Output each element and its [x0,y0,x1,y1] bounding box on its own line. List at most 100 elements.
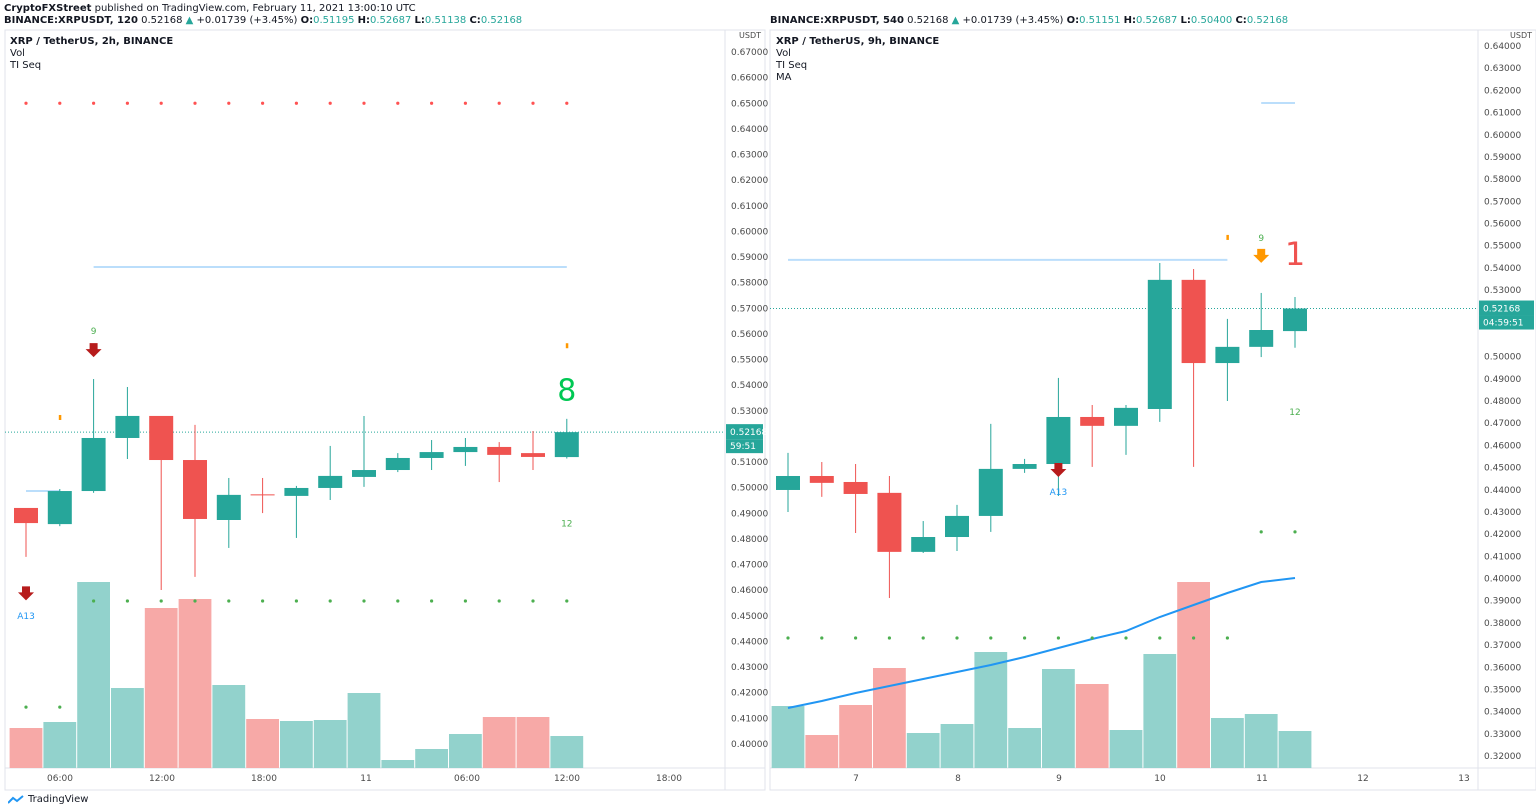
td-dot [193,599,197,603]
candle-body [554,432,579,458]
legend-ti-seq[interactable]: TI Seq [10,60,42,71]
down-arrow-icon [1253,248,1270,263]
price-tick-label: 0.36000 [1484,663,1521,673]
volume-bar [178,599,212,768]
time-tick-label: 18:00 [251,774,277,784]
td-dot [396,599,400,603]
volume-bar [906,733,940,768]
countdown-badge [726,439,763,454]
td-count-label: A13 [1050,488,1068,498]
td-dot [159,599,163,603]
price-tick-label: 0.40000 [731,740,768,750]
low: 0.50400 [1190,15,1233,26]
countdown-badge [1479,315,1534,330]
volume-bar [313,720,347,768]
volume-bar [212,685,246,768]
volume-bar [1109,730,1143,768]
price-tick-label: 0.37000 [1484,641,1521,651]
td-count-label: 1 [1285,235,1305,273]
td-dot [227,599,231,603]
td-dot [1192,636,1196,640]
volume-bar [449,734,482,768]
price-tick-label: 0.44000 [1484,486,1521,496]
price-tick-label: 0.53000 [731,407,768,417]
volume-bar [347,693,381,768]
td-dot [887,636,892,640]
candle-body [47,491,72,525]
td-dot [328,599,332,603]
price-tick-label: 0.66000 [731,74,768,84]
price-tick-label: 0.56000 [1484,220,1521,230]
td-dot [396,101,400,105]
volume-bar [1008,728,1041,768]
price-tick-label: 0.64000 [1484,42,1521,52]
td-dot [193,101,197,105]
price-tick-label: 0.67000 [731,48,768,58]
high: 0.52687 [370,15,412,26]
price-tick-label: 0.34000 [1484,708,1521,718]
volume-bar [974,652,1008,768]
candle-body [1012,464,1037,469]
close: 0.52168 [480,15,523,26]
legend-vol[interactable]: Vol [10,48,25,59]
price-tick-label: 0.35000 [1484,685,1521,695]
price-tick-label: 0.42000 [731,689,768,699]
candle-body [216,494,241,520]
volume-bar [1075,684,1109,768]
legend-title[interactable]: XRP / TetherUS, 9h, BINANCE [776,36,940,47]
candle-body [352,470,376,477]
candle-body [115,415,140,438]
legend-title[interactable]: XRP / TetherUS, 2h, BINANCE [10,36,174,47]
td-dot [1056,636,1060,640]
td-dot [125,599,129,603]
legend-ti-seq[interactable]: TI Seq [776,60,808,71]
price-tick-label: 0.47000 [1484,419,1521,429]
candle-body [318,475,343,488]
volume-bar [1177,582,1210,768]
time-tick-label: 11 [1256,774,1267,784]
time-tick-label: 7 [853,774,859,784]
volume-bar [1278,731,1312,768]
volume-bar [381,760,415,768]
candle-body [183,460,207,519]
td-dot [989,636,993,640]
legend-vol[interactable]: Vol [776,48,791,59]
current-price-label: 0.52168 [730,428,767,438]
author-link[interactable]: CryptoFXStreet [4,3,92,14]
td-dot [955,636,959,640]
tradingview-brand[interactable]: TradingView [28,794,89,805]
td-dot [1225,636,1229,640]
legend-ma[interactable]: MA [776,72,792,83]
td-dot [565,599,569,603]
price-tick-label: 0.54000 [1484,264,1521,274]
symbol-line-left: BINANCE:XRPUSDT, 120 0.52168 ▲ +0.01739 … [4,15,522,26]
price-tick-label: 0.32000 [1484,752,1521,762]
td-dot [430,101,434,105]
td-dot [1158,636,1162,640]
td-dot [294,101,298,105]
tradingview-logo-icon [8,794,24,804]
candle-body [1147,279,1172,409]
volume-bar [280,721,313,768]
price-tick-label: 0.63000 [1484,64,1521,74]
current-price-label: 0.52168 [1483,305,1520,315]
candle-body [14,507,38,524]
price-tick-label: 0.50000 [731,484,768,494]
td-dot [463,101,467,105]
candle-body [419,452,444,458]
candle-body [1080,416,1105,426]
symbol: BINANCE:XRPUSDT, 540 [770,15,904,26]
candle-body [809,475,834,483]
price-tick-label: 0.41000 [1484,552,1521,562]
td-dot [1259,530,1263,534]
candle-body [1215,346,1240,364]
time-tick-label: 11 [360,774,371,784]
price-tick-label: 0.54000 [731,381,768,391]
bar-countdown-label: 59:51 [730,442,756,452]
candle-body [1249,330,1274,347]
volume-bar [1211,718,1244,768]
td-dot [227,101,231,105]
price-tick-label: 0.46000 [731,586,768,596]
td-dot [159,101,163,105]
